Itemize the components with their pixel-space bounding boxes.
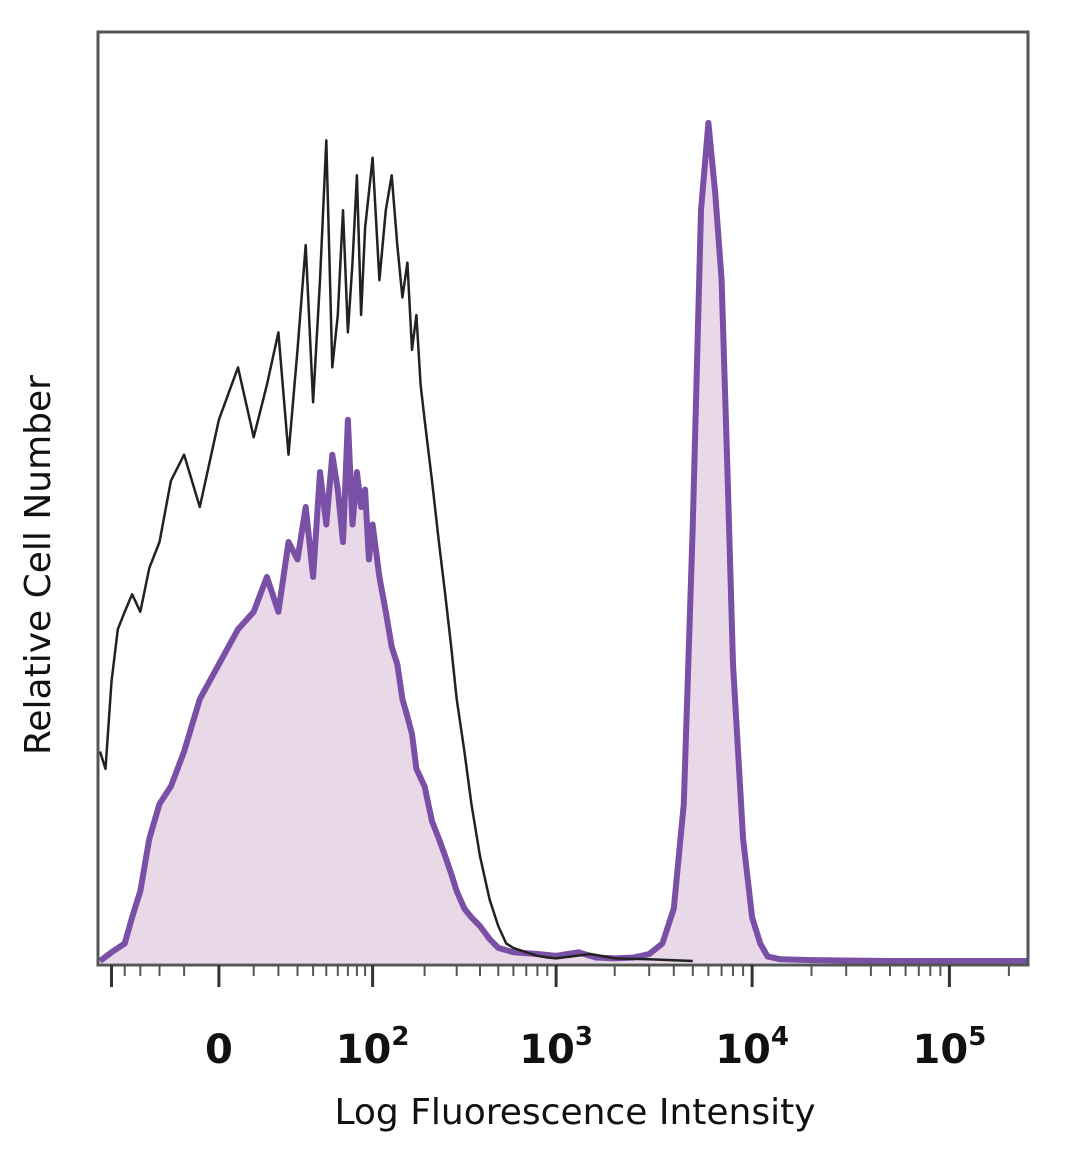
plot-lines xyxy=(98,119,1028,964)
x-tick-label: 104 xyxy=(715,1022,789,1073)
x-axis: 0 102 103 104 105 xyxy=(110,965,1010,1073)
x-tick-label: 0 xyxy=(205,1027,233,1073)
x-axis-title: Log Fluorescence Intensity xyxy=(334,1092,815,1133)
x-tick-label: 102 xyxy=(336,1022,410,1073)
x-tick-label: 105 xyxy=(913,1022,987,1073)
y-axis-title: Relative Cell Number xyxy=(18,375,59,755)
series-1-line xyxy=(98,119,1028,964)
plot-frame xyxy=(96,30,1030,967)
plot-fills xyxy=(100,122,1028,963)
x-tick-label: 103 xyxy=(519,1022,593,1073)
series-1-area xyxy=(100,122,1028,963)
series-0-line xyxy=(98,139,693,963)
